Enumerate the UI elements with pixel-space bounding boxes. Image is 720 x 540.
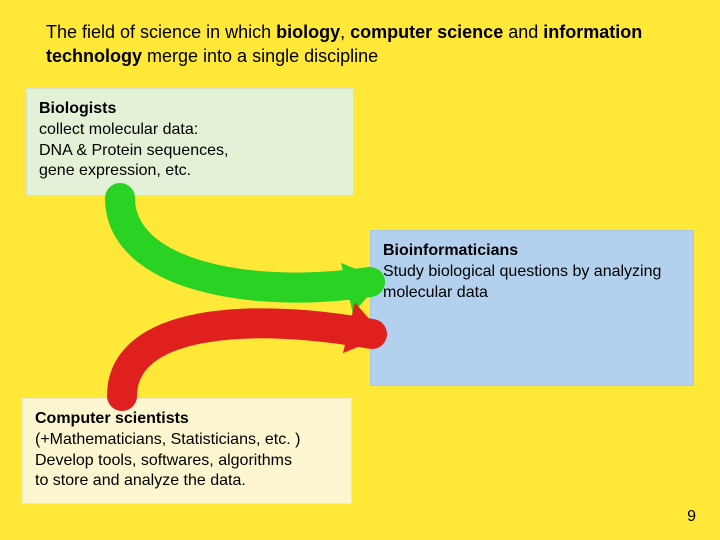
arrow-red-icon [0,0,720,540]
page-number: 9 [687,508,696,526]
slide: The field of science in which biology, c… [0,0,720,540]
